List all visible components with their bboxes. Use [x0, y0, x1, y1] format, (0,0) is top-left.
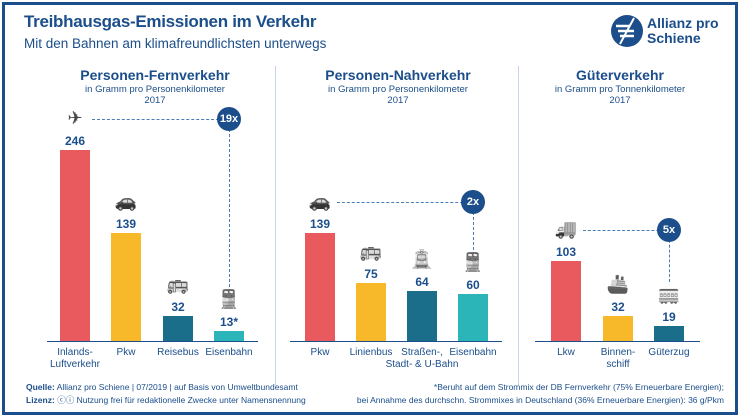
dashed-connector: [669, 229, 670, 283]
bar: [111, 232, 141, 341]
section-year: 2017: [144, 95, 166, 106]
section-unit: in Gramm pro Personenkilometer: [328, 84, 468, 95]
category-label: Eisenbahn: [449, 347, 497, 358]
category-label: Reisebus: [157, 347, 199, 358]
section-year: 2017: [609, 95, 631, 106]
logo-icon: [611, 15, 643, 47]
data-label: 32: [611, 300, 625, 315]
cc-icon: ⓒⓘ: [57, 395, 75, 405]
data-label: 64: [415, 275, 429, 290]
category-label: Pkw: [310, 347, 330, 358]
license-label: Lizenz:: [26, 395, 55, 405]
source-text: Allianz pro Schiene | 07/2019 | auf Basi…: [56, 382, 298, 392]
plane-icon: ✈: [67, 107, 83, 128]
divider: [275, 66, 276, 386]
data-label: 103: [555, 244, 577, 259]
logo-text: Allianz pro Schiene: [647, 15, 719, 46]
data-label: 139: [309, 216, 331, 231]
category-label: Inlands- Luftverkehr: [49, 347, 101, 370]
data-label: 139: [115, 216, 137, 231]
bar: [458, 294, 488, 341]
freight-train-icon: 🚃: [657, 284, 681, 305]
baseline: [47, 341, 258, 342]
bar: [163, 316, 193, 341]
footer-source: Quelle: Allianz pro Schiene | 07/2019 | …: [26, 381, 298, 394]
bar: [603, 316, 633, 341]
multiplier-badge: 19x: [217, 106, 241, 131]
bar: [407, 291, 437, 341]
bar: [305, 232, 335, 341]
page-subtitle: Mit den Bahnen am klimafreundlichsten un…: [24, 36, 327, 51]
source-label: Quelle:: [26, 382, 55, 392]
truck-icon: 🚚: [554, 218, 578, 239]
section-header: Personen-Nahverkehr in Gramm pro Personen…: [288, 66, 508, 106]
footnote-2: bei Annahme des durchschn. Strommixes in…: [356, 395, 724, 405]
baseline: [535, 341, 700, 342]
data-label: 60: [466, 278, 480, 293]
multiplier-badge: 2x: [461, 189, 485, 214]
section-title: Personen-Fernverkehr: [80, 67, 230, 83]
bar: [356, 282, 386, 341]
section-title: Personen-Nahverkehr: [325, 67, 471, 83]
category-label: Eisenbahn: [205, 347, 253, 358]
category-label: Güterzug: [648, 347, 690, 358]
divider: [518, 66, 519, 386]
section-year: 2017: [387, 95, 409, 106]
multiplier-badge: 5x: [657, 217, 681, 242]
ship-icon: 🚢: [606, 274, 630, 295]
category-label: Lkw: [557, 347, 575, 358]
bus-icon: 🚌: [166, 274, 190, 295]
bar: [654, 326, 684, 341]
tram-icon: 🚊: [410, 249, 434, 270]
section-unit: in Gramm pro Personenkilometer: [85, 84, 225, 95]
section-header: Personen-Fernverkehr in Gramm pro Persone…: [45, 66, 265, 106]
dashed-connector: [473, 201, 474, 251]
train-icon: 🚆: [217, 288, 241, 309]
footer-license: Lizenz: ⓒⓘ Nutzung frei für redaktionell…: [26, 394, 306, 407]
train-icon: 🚆: [461, 252, 485, 273]
footnote-1: *Beruht auf dem Strommix der DB Fernverk…: [433, 382, 724, 392]
license-text: Nutzung frei für redaktionelle Zwecke un…: [76, 395, 306, 405]
data-label: 246: [64, 133, 86, 148]
bar: [60, 149, 90, 341]
dashed-connector: [229, 118, 230, 287]
data-label: 32: [171, 300, 185, 315]
section-unit: in Gramm pro Tonnenkilometer: [554, 84, 686, 95]
data-label: 19: [662, 310, 676, 325]
section-header: Güterverkehr in Gramm pro Tonnenkilometer…: [510, 66, 730, 106]
section-title: Güterverkehr: [576, 67, 664, 83]
category-label: Straßen-, Stadt- & U-Bahn: [385, 347, 459, 370]
dashed-connector: [92, 118, 229, 120]
data-label: 75: [364, 266, 378, 281]
bus-icon: 🚌: [359, 240, 383, 261]
category-label: Binnen- schiff: [600, 347, 636, 370]
data-label: 13*: [219, 314, 239, 329]
bar: [214, 330, 244, 341]
page-title: Treibhausgas-Emissionen im Verkehr: [24, 12, 317, 31]
bar: [551, 260, 581, 341]
baseline: [290, 341, 502, 342]
car-icon: 🚗: [308, 190, 332, 211]
category-label: Pkw: [116, 347, 136, 358]
category-label: Linienbus: [349, 347, 393, 358]
dashed-connector: [337, 201, 473, 203]
logo: Allianz pro Schiene: [610, 14, 730, 50]
car-icon: 🚗: [114, 190, 138, 211]
dashed-connector: [583, 229, 669, 231]
